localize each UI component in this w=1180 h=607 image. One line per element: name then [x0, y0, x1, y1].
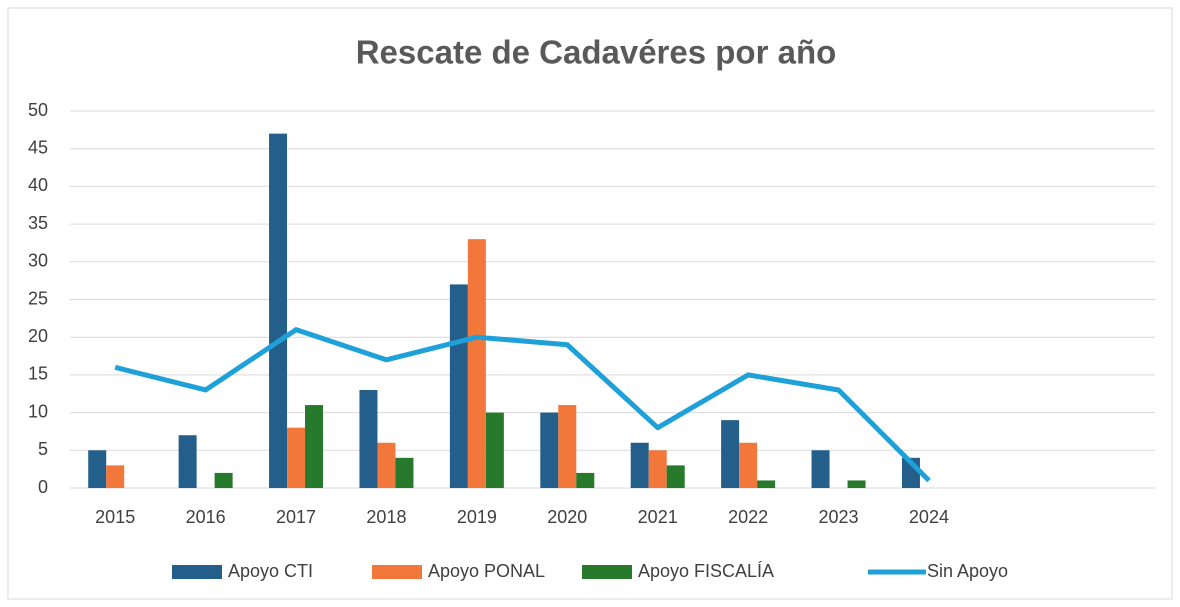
bar — [305, 405, 324, 488]
y-tick-label: 15 — [28, 364, 48, 384]
bar — [467, 239, 486, 488]
bar — [558, 405, 577, 488]
bar — [287, 427, 306, 488]
legend-label: Apoyo FISCALÍA — [638, 561, 774, 581]
legend-swatch — [172, 565, 222, 579]
bar — [540, 412, 559, 488]
bar — [377, 442, 396, 488]
x-tick-label: 2022 — [728, 507, 768, 527]
x-tick-label: 2019 — [457, 507, 497, 527]
bar — [449, 284, 468, 488]
legend-swatch — [582, 565, 632, 579]
x-tick-label: 2017 — [276, 507, 316, 527]
x-tick-label: 2018 — [366, 507, 406, 527]
y-tick-label: 40 — [28, 175, 48, 195]
x-tick-label: 2024 — [909, 507, 949, 527]
bar — [214, 472, 233, 488]
legend-label: Sin Apoyo — [927, 561, 1008, 581]
x-tick-label: 2021 — [638, 507, 678, 527]
bar — [359, 389, 378, 488]
y-tick-label: 10 — [28, 401, 48, 421]
bar — [739, 442, 758, 488]
chart-border — [7, 7, 1173, 600]
y-tick-label: 0 — [38, 477, 48, 497]
bar — [88, 450, 107, 488]
bar — [576, 472, 595, 488]
x-tick-label: 2015 — [95, 507, 135, 527]
x-tick-label: 2023 — [819, 507, 859, 527]
chart-title: Rescate de Cadavéres por año — [356, 34, 837, 71]
bar — [269, 133, 288, 488]
y-tick-label: 35 — [28, 213, 48, 233]
y-tick-label: 50 — [28, 100, 48, 120]
legend-label: Apoyo CTI — [228, 561, 313, 581]
bar — [666, 465, 685, 488]
bar — [106, 465, 125, 488]
y-tick-label: 25 — [28, 288, 48, 308]
bar — [811, 450, 830, 488]
line — [114, 327, 931, 483]
x-tick-label: 2016 — [186, 507, 226, 527]
y-tick-label: 30 — [28, 251, 48, 271]
y-tick-label: 20 — [28, 326, 48, 346]
bar — [395, 457, 414, 488]
y-tick-label: 5 — [38, 439, 48, 459]
legend-swatch — [372, 565, 422, 579]
bar — [178, 435, 197, 488]
bar — [648, 450, 667, 488]
bar — [757, 480, 776, 488]
y-tick-label: 45 — [28, 137, 48, 157]
legend-label: Apoyo PONAL — [428, 561, 545, 581]
bar — [847, 480, 866, 488]
bar — [485, 412, 504, 488]
bar — [721, 420, 740, 488]
bar — [630, 442, 649, 488]
x-tick-label: 2020 — [547, 507, 587, 527]
